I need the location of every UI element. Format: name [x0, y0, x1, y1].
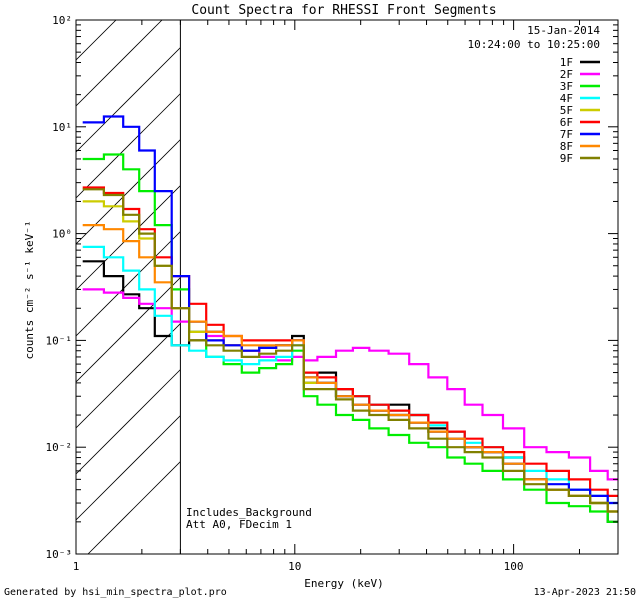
legend-label: 5F — [560, 104, 573, 117]
y-tick-label: 10⁰ — [52, 228, 72, 241]
legend-label: 3F — [560, 80, 573, 93]
hatch-line — [76, 20, 301, 245]
series-9F — [82, 188, 618, 513]
legend-label: 9F — [560, 152, 573, 165]
x-tick-label: 100 — [504, 560, 524, 573]
y-tick-label: 10² — [52, 14, 72, 27]
y-tick-label: 10⁻² — [46, 441, 73, 454]
x-tick-label: 1 — [73, 560, 80, 573]
background-note: Includes_Background — [186, 506, 312, 519]
legend-label: 2F — [560, 68, 573, 81]
hatch-line — [76, 20, 255, 199]
hatch-mask — [180, 20, 618, 554]
axis-ticks: 1 10 100 10⁻³ 10⁻² 10⁻¹ 10⁰ 10¹ 10² — [46, 14, 619, 573]
hatch-line — [76, 20, 209, 153]
x-tick-label: 10 — [288, 560, 301, 573]
attenuator-note: Att A0, FDecim 1 — [186, 518, 292, 531]
legend-label: 1F — [560, 56, 573, 69]
y-tick-label: 10¹ — [52, 121, 72, 134]
y-tick-label: 10⁻³ — [46, 548, 73, 561]
series-group — [82, 115, 618, 523]
time-range: 10:24:00 to 10:25:00 — [468, 38, 600, 51]
y-axis-label: counts cm⁻² s⁻¹ keV⁻¹ — [23, 220, 36, 359]
excluded-energy-hatch — [76, 20, 618, 554]
chart-title: Count Spectra for RHESSI Front Segments — [191, 3, 496, 18]
footer-generator: Generated by hsi_min_spectra_plot.pro — [4, 587, 227, 598]
footer-timestamp: 13-Apr-2023 21:50 — [534, 587, 636, 598]
legend-label: 4F — [560, 92, 573, 105]
hatch-line — [76, 20, 347, 291]
legend-label: 6F — [560, 116, 573, 129]
plot-frame — [75, 19, 619, 555]
x-axis-label: Energy (keV) — [304, 577, 383, 590]
legend-label: 7F — [560, 128, 573, 141]
observation-date: 15-Jan-2014 — [527, 24, 600, 37]
legend-label: 8F — [560, 140, 573, 153]
y-tick-label: 10⁻¹ — [46, 334, 73, 347]
